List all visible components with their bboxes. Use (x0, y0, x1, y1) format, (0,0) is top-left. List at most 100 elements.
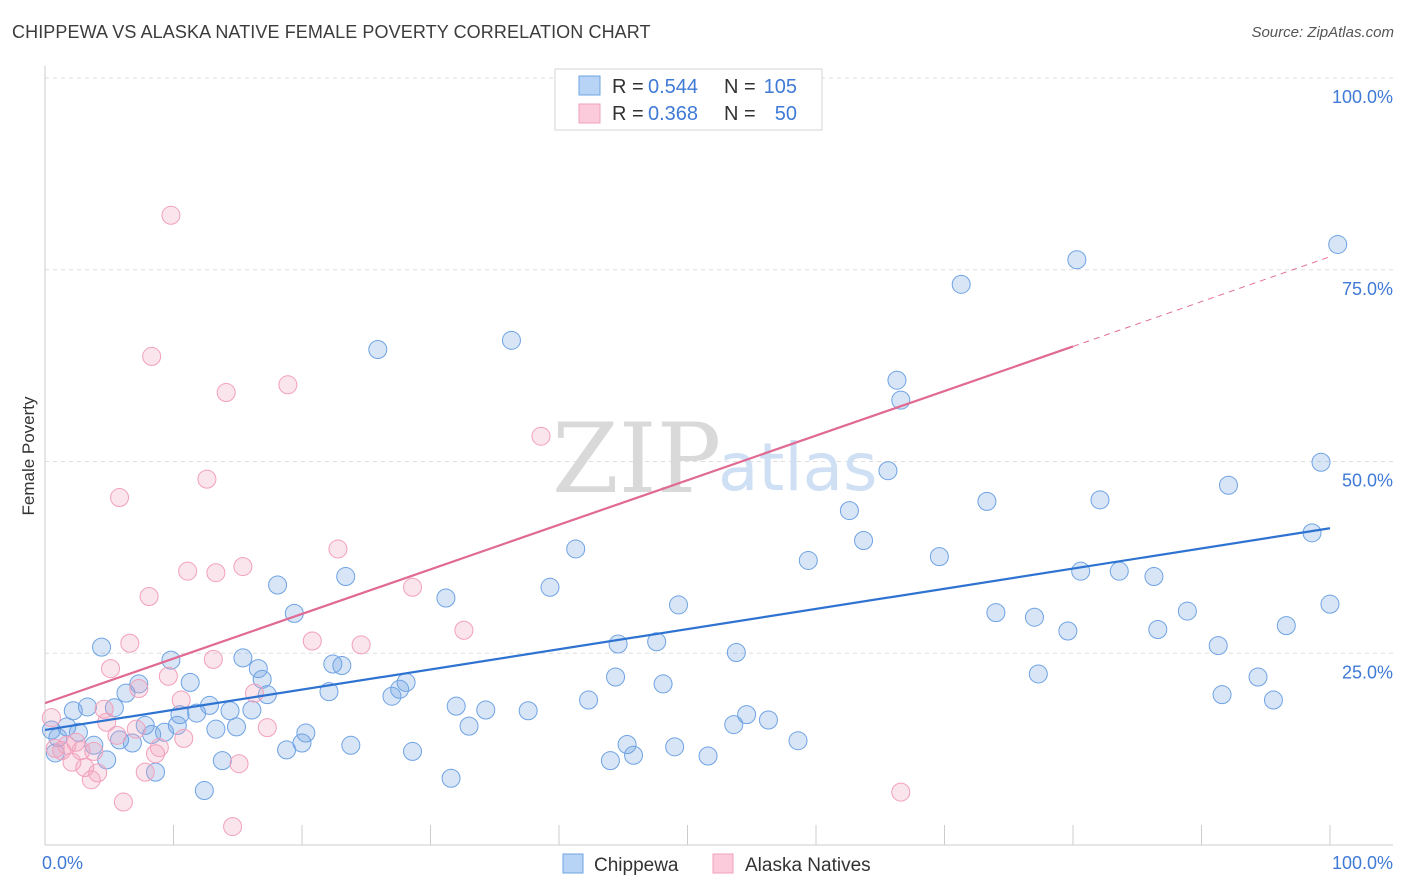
alaska-point (278, 375, 298, 395)
alaska-point (142, 346, 162, 366)
chippewa-points (41, 234, 1348, 801)
bottom-legend-chippewa: Chippewa (594, 855, 679, 876)
chippewa-point (403, 741, 423, 761)
chippewa-point (566, 539, 586, 559)
chippewa-point (446, 696, 466, 716)
legend-n-value-1: 105 (764, 76, 797, 98)
alaska-point (161, 205, 181, 225)
legend-r-label-2: R = (612, 103, 644, 125)
chippewa-point (698, 746, 718, 766)
chippewa-point (1218, 475, 1238, 495)
chippewa-point (92, 637, 112, 657)
alaska-point (120, 633, 140, 653)
chippewa-point (724, 715, 744, 735)
chippewa-point (1212, 685, 1232, 705)
alaska-point (454, 620, 474, 640)
chippewa-point (887, 370, 907, 390)
chippewa-point (341, 735, 361, 755)
watermark-zip: ZIP (552, 403, 721, 515)
alaska-point (206, 563, 226, 583)
chippewa-point (579, 690, 599, 710)
y-tick-label-100: 100.0% (1332, 87, 1393, 107)
chippewa-point (608, 634, 628, 654)
chippewa-point (1248, 667, 1268, 687)
chippewa-point (129, 674, 149, 694)
trend-lines (44, 256, 1331, 732)
alaska-point (139, 586, 159, 606)
chippewa-point (798, 550, 818, 570)
chippewa-point (1311, 452, 1331, 472)
chippewa-point (1071, 561, 1091, 581)
chippewa-point (726, 642, 746, 662)
alaska-point (328, 539, 348, 559)
legend-r-value-2: 0.368 (648, 103, 698, 125)
chippewa-point (1058, 621, 1078, 641)
chippewa-point (606, 667, 626, 687)
chippewa-point (212, 751, 232, 771)
chippewa-point (788, 731, 808, 751)
axes (44, 66, 1393, 846)
chippewa-point (476, 700, 496, 720)
legend-r-value-1: 0.544 (648, 76, 698, 98)
y-tick-label-75: 75.0% (1342, 279, 1393, 299)
chippewa-point (1028, 664, 1048, 684)
chippewa-point (233, 648, 253, 668)
alaska-point (113, 792, 133, 812)
chippewa-point (1276, 616, 1296, 636)
chippewa-point (624, 745, 644, 765)
chippewa-point (1144, 567, 1164, 587)
legend-n-value-2: 50 (775, 103, 797, 125)
chippewa-point (336, 567, 356, 587)
x-tick-label-max: 100.0% (1332, 853, 1393, 873)
alaska-point (223, 817, 243, 837)
y-tick-label-50: 50.0% (1342, 471, 1393, 491)
alaska-point (244, 683, 264, 703)
chippewa-point (1090, 490, 1110, 510)
legend-n-label-2: N = (724, 103, 756, 125)
chippewa-point (268, 575, 288, 595)
alaska-point (126, 719, 146, 739)
source-note: Source: ZipAtlas.com (1251, 24, 1394, 41)
alaska-trend-line (44, 345, 1074, 705)
watermark: ZIP atlas (552, 403, 878, 515)
alaska-point (107, 725, 127, 745)
chippewa-point (1263, 690, 1283, 710)
alaska-point (531, 426, 551, 446)
chippewa-point (220, 701, 240, 721)
bottom-legend-alaska: Alaska Natives (745, 855, 871, 876)
gridlines (45, 77, 1393, 654)
alaska-point (171, 690, 191, 710)
watermark-atlas: atlas (718, 429, 878, 506)
chippewa-point (839, 501, 859, 521)
y-axis-label: Female Poverty (19, 396, 38, 516)
chippewa-point (332, 656, 352, 676)
series-legend: Chippewa Alaska Natives (562, 853, 871, 876)
chippewa-point (368, 340, 388, 360)
chippewa-point (1109, 561, 1129, 581)
chippewa-point (1177, 601, 1197, 621)
chippewa-point (1328, 234, 1348, 254)
chippewa-point (951, 274, 971, 294)
tick-labels: 25.0% 50.0% 75.0% 100.0% 0.0% 100.0% (42, 87, 1393, 873)
chippewa-point (248, 659, 268, 679)
chippewa-point (669, 595, 689, 615)
legend-r-label-1: R = (612, 76, 644, 98)
chippewa-point (242, 700, 262, 720)
alaska-trend-extension (1072, 256, 1331, 347)
chippewa-point (396, 672, 416, 692)
alaska-point (233, 557, 253, 577)
chippewa-point (929, 547, 949, 567)
alaska-point (203, 649, 223, 669)
alaska-point (129, 679, 149, 699)
chippewa-trend-line (44, 527, 1331, 732)
alaska-point (197, 469, 217, 489)
chart-title: CHIPPEWA VS ALASKA NATIVE FEMALE POVERTY… (12, 22, 651, 42)
alaska-point (257, 718, 277, 738)
chippewa-point (518, 701, 538, 721)
legend-swatch-pink (578, 103, 601, 124)
alaska-point (41, 708, 61, 728)
chippewa-point (206, 719, 226, 739)
alaska-point (174, 728, 194, 748)
alaska-point (101, 659, 121, 679)
